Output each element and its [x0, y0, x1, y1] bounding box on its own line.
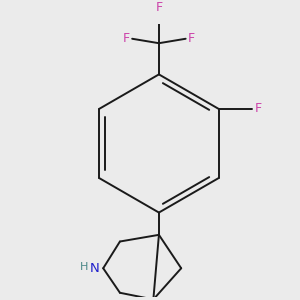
- Text: N: N: [90, 262, 100, 275]
- Text: F: F: [188, 32, 195, 45]
- Text: F: F: [155, 1, 163, 14]
- Text: F: F: [254, 102, 262, 116]
- Text: H: H: [80, 262, 89, 272]
- Text: F: F: [123, 32, 130, 45]
